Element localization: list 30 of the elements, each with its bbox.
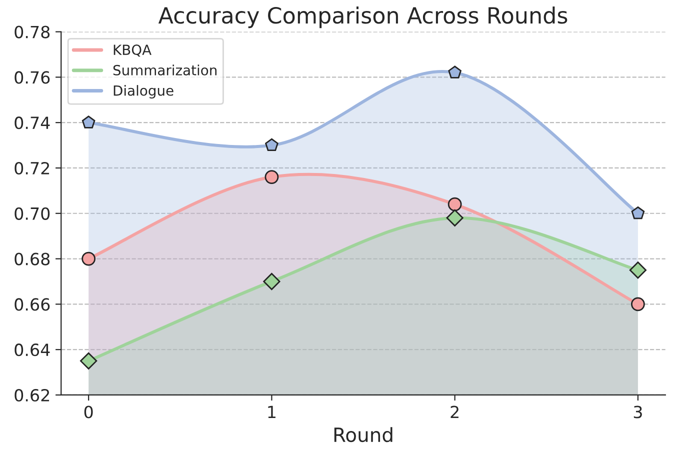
point xyxy=(265,138,278,152)
point xyxy=(80,352,98,370)
point xyxy=(448,197,462,212)
y-tick-label: 0.64 xyxy=(14,344,50,356)
y-tick-label: 0.70 xyxy=(14,207,50,220)
point xyxy=(263,272,280,290)
point xyxy=(82,252,96,266)
legend-label: Summarization xyxy=(113,64,216,76)
point xyxy=(264,170,279,184)
point xyxy=(448,66,462,78)
y-tick-label: 0.76 xyxy=(14,71,50,84)
chart-title: Accuracy Comparison Across Rounds xyxy=(158,6,568,28)
y-tick-label: 0.72 xyxy=(14,162,50,175)
x-tick-label: 1 xyxy=(268,406,276,418)
point xyxy=(446,209,464,226)
y-tick-label: 0.68 xyxy=(14,252,50,266)
point xyxy=(82,116,96,128)
legend-label: KBQA xyxy=(114,44,152,57)
y-tick-label: 0.74 xyxy=(14,116,50,130)
y-tick-label: 0.66 xyxy=(14,298,50,311)
point xyxy=(631,297,645,312)
point xyxy=(629,262,647,279)
y-tick-label: 0.62 xyxy=(14,388,50,402)
x-tick-label: 2 xyxy=(450,406,458,418)
point xyxy=(631,206,645,220)
y-tick-label: 0.78 xyxy=(14,26,50,38)
x-tick-label: 3 xyxy=(634,406,642,418)
x-axis-title: Round xyxy=(334,427,392,442)
legend-label: Dialogue xyxy=(114,85,174,98)
x-tick-label: 0 xyxy=(84,406,93,418)
